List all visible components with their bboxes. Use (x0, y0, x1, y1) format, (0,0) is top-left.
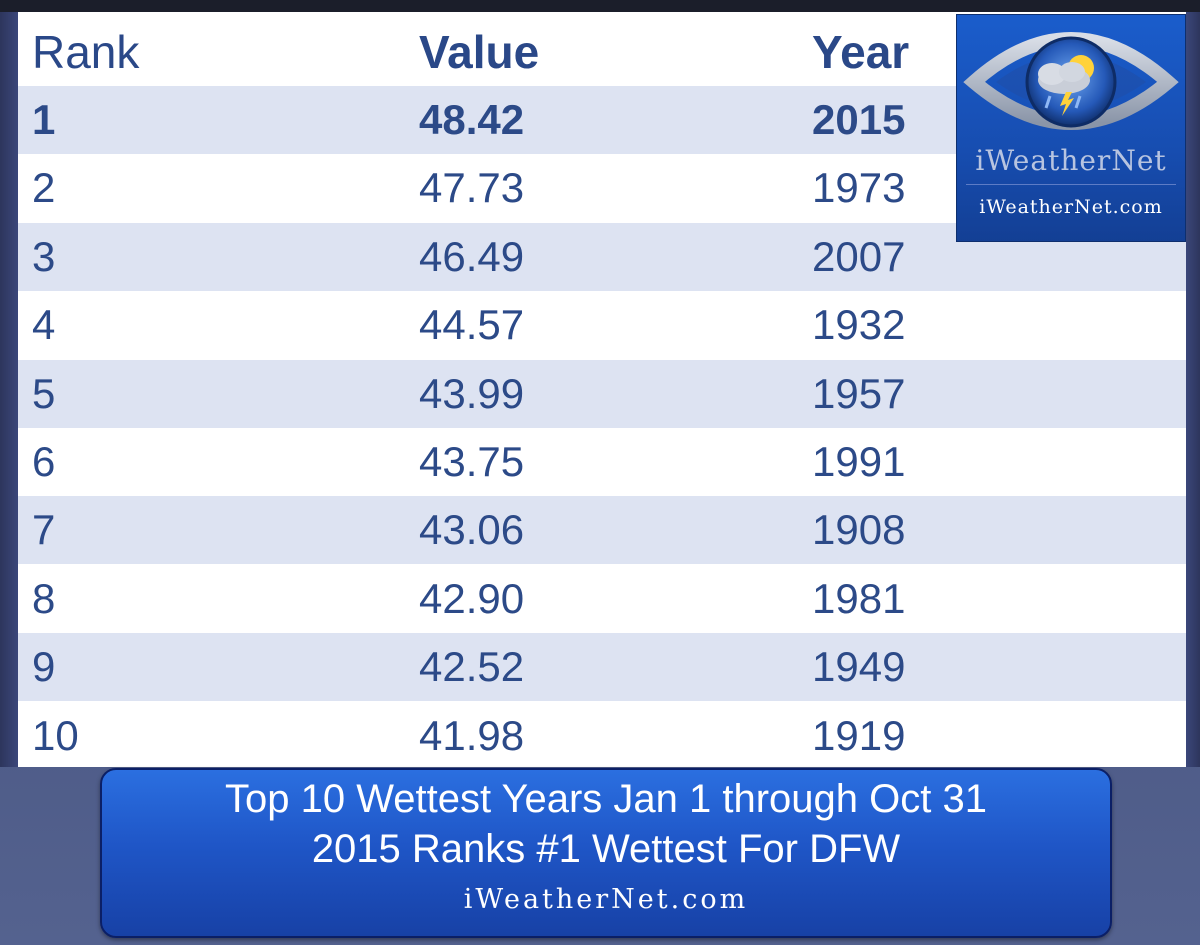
caption-subtitle: 2015 Ranks #1 Wettest For DFW (311, 827, 901, 871)
table-row: 5 43.99 1957 (18, 359, 1186, 428)
top-bar (0, 0, 1200, 12)
year-cell: 1991 (812, 438, 906, 485)
caption-banner: Top 10 Wettest Years Jan 1 through Oct 3… (100, 768, 1112, 938)
table-row: 4 44.57 1932 (18, 291, 1186, 359)
rank-cell: 10 (32, 711, 79, 759)
value-cell: 43.75 (419, 438, 525, 485)
value-cell: 46.49 (419, 232, 525, 280)
logo-brand-text: iWeatherNet (975, 144, 1167, 177)
table-row: 6 43.75 1991 (18, 428, 1186, 496)
value-cell: 48.42 (419, 96, 525, 143)
year-cell: 1973 (812, 164, 906, 212)
year-cell: 2015 (812, 96, 906, 143)
year-cell: 1932 (812, 301, 906, 349)
rank-cell: 5 (32, 369, 56, 417)
rank-cell: 9 (32, 643, 56, 691)
value-cell: 43.06 (419, 506, 525, 554)
year-cell: 1908 (812, 506, 906, 554)
header-value: Value (419, 26, 540, 78)
year-cell: 1957 (812, 369, 906, 417)
table-row: 8 42.90 1981 (18, 565, 1186, 633)
rank-cell: 8 (32, 574, 56, 622)
value-cell: 43.99 (419, 369, 525, 417)
table-row: 9 42.52 1949 (18, 633, 1186, 702)
table-row: 7 43.06 1908 (18, 496, 1186, 565)
logo-url-text: iWeatherNet.com (979, 196, 1163, 218)
caption-url: iWeatherNet.com (463, 884, 749, 915)
eye-weather-icon (963, 32, 1179, 130)
rank-cell: 7 (32, 506, 56, 554)
iweathernet-logo: iWeatherNet iWeatherNet.com (956, 14, 1186, 242)
year-cell: 2007 (812, 232, 906, 280)
rank-cell: 4 (32, 301, 56, 349)
logo-divider (966, 184, 1176, 185)
right-frame (1186, 12, 1200, 767)
rank-cell: 6 (32, 438, 56, 485)
value-cell: 42.90 (419, 574, 525, 622)
year-cell: 1981 (812, 574, 906, 622)
table-row: 2 47.73 1973 (18, 154, 1186, 222)
year-cell: 1949 (812, 643, 906, 691)
header-rank: Rank (32, 26, 140, 78)
value-cell: 47.73 (419, 164, 525, 212)
rank-cell: 2 (32, 164, 56, 212)
left-frame (0, 12, 18, 767)
value-cell: 44.57 (419, 301, 525, 349)
caption-title: Top 10 Wettest Years Jan 1 through Oct 3… (225, 777, 987, 821)
header-year: Year (812, 26, 910, 78)
value-cell: 41.98 (419, 711, 525, 759)
table-row: 10 41.98 1919 (18, 702, 1186, 767)
rank-cell: 3 (32, 232, 56, 280)
value-cell: 42.52 (419, 643, 525, 691)
year-cell: 1919 (812, 711, 906, 759)
table-header-row: Rank Value Year (18, 18, 1186, 86)
rank-cell: 1 (32, 96, 56, 143)
